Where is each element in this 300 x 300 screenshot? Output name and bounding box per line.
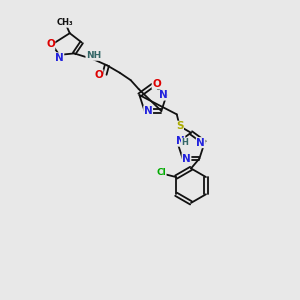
Text: CH₃: CH₃ [56, 18, 73, 27]
Text: Cl: Cl [156, 168, 166, 177]
Text: H: H [182, 138, 188, 147]
Text: N: N [196, 138, 205, 148]
Text: S: S [176, 121, 184, 131]
Text: N: N [182, 154, 191, 164]
Text: O: O [46, 40, 55, 50]
Text: N: N [55, 53, 64, 63]
Text: O: O [94, 70, 103, 80]
Text: N: N [144, 106, 152, 116]
Text: O: O [152, 79, 161, 89]
Text: N: N [176, 136, 185, 146]
Text: NH: NH [86, 51, 101, 60]
Text: N: N [159, 90, 167, 100]
